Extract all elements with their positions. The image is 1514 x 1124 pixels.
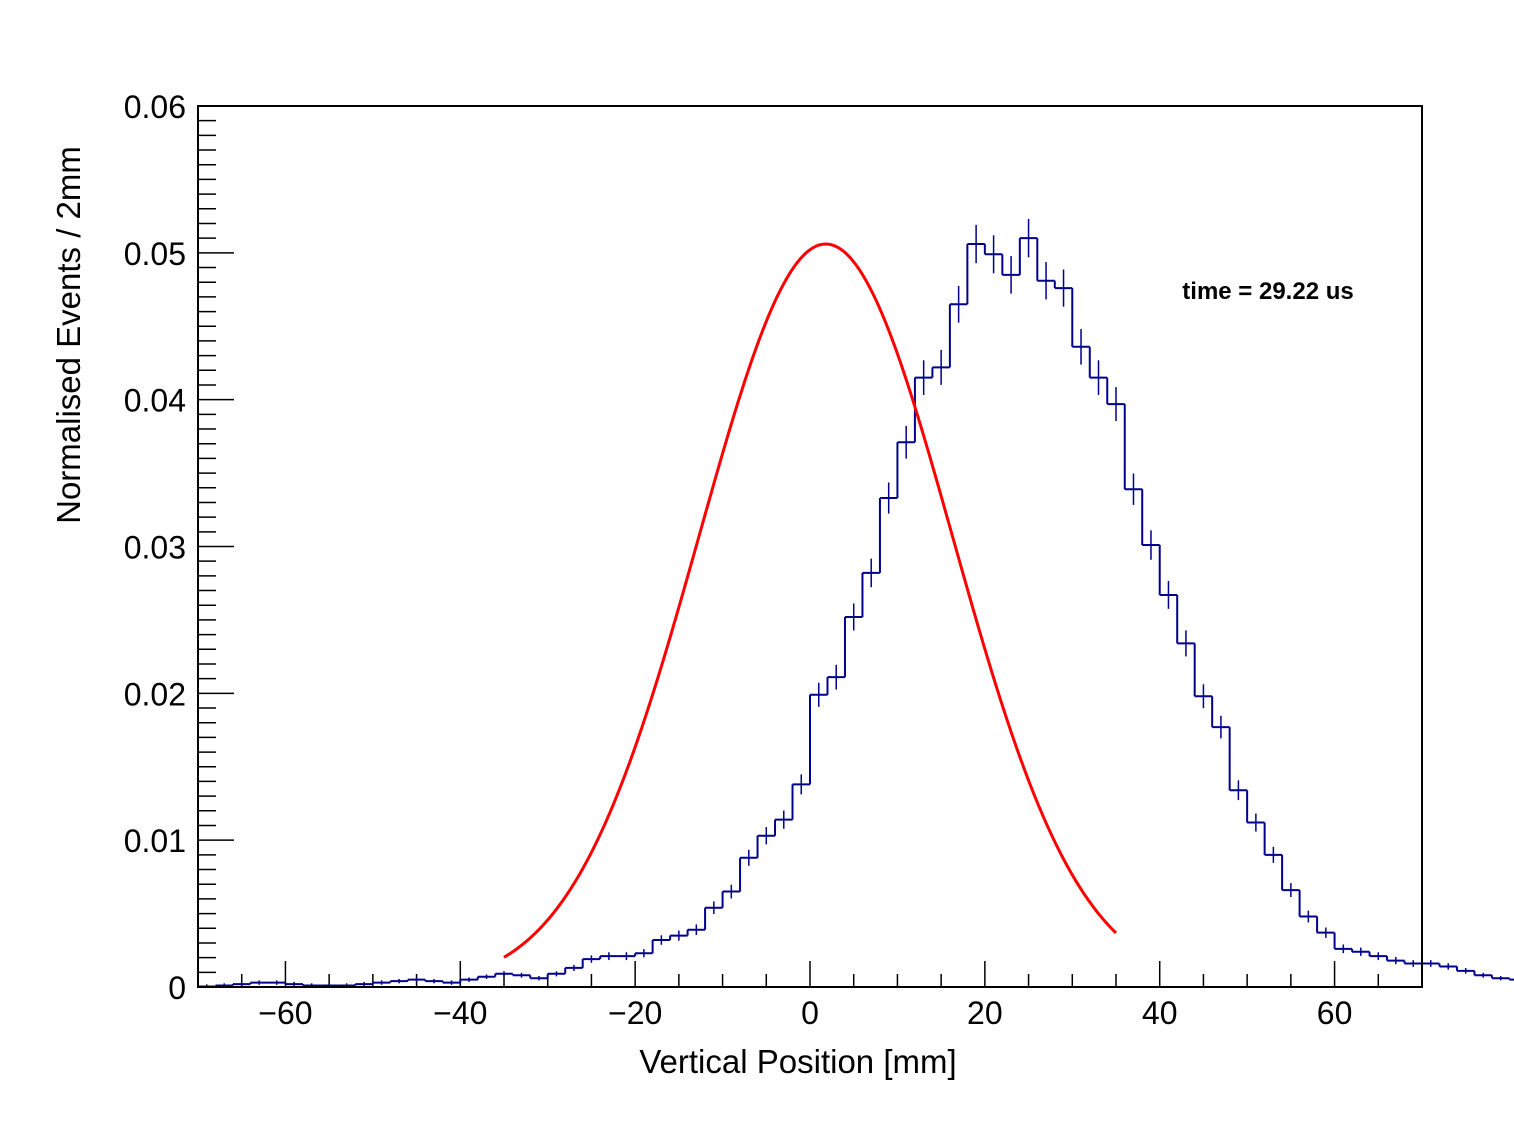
gaussian-fit-curve xyxy=(503,242,1118,959)
x-axis-title: Vertical Position [mm] xyxy=(639,1043,956,1080)
y-tick-label: 0.03 xyxy=(124,530,186,566)
x-tick-label: −60 xyxy=(258,995,312,1031)
x-tick-label: −20 xyxy=(608,995,662,1031)
error-bars xyxy=(205,218,1502,987)
y-tick-label: 0.01 xyxy=(124,823,186,859)
y-tick-label: 0.06 xyxy=(124,89,186,125)
y-tick-label: 0.05 xyxy=(124,236,186,272)
x-tick-label: 60 xyxy=(1317,995,1353,1031)
y-axis-title: Normalised Events / 2mm xyxy=(50,146,87,524)
time-annotation: time = 29.22 us xyxy=(1182,278,1353,305)
x-tick-label: 40 xyxy=(1142,995,1178,1031)
x-tick-label: 0 xyxy=(801,995,819,1031)
y-tick-label: 0.04 xyxy=(124,383,186,419)
y-tick-label: 0.02 xyxy=(124,676,186,712)
x-tick-label: 20 xyxy=(967,995,1003,1031)
x-tick-labels: −60 −40 −20 0 20 40 60 xyxy=(258,995,1352,1031)
y-tick-labels: 0 0.01 0.02 0.03 0.04 0.05 0.06 xyxy=(124,89,186,1006)
plot-frame xyxy=(197,105,1423,988)
x-tick-label: −40 xyxy=(433,995,487,1031)
y-tick-label: 0 xyxy=(168,970,186,1006)
